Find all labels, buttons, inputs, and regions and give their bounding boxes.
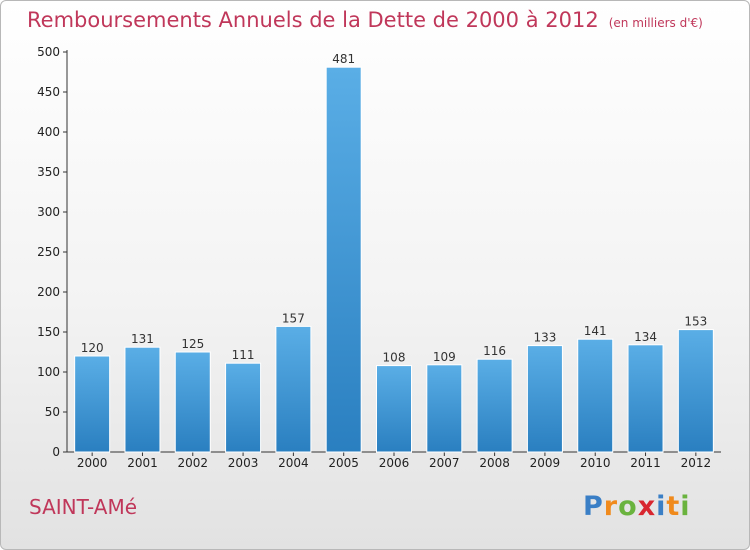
data-label: 134 (634, 330, 657, 344)
logo-letter: P (583, 491, 604, 522)
title-text: Remboursements Annuels de la Dette de 20… (27, 8, 599, 32)
data-label: 481 (332, 52, 355, 66)
y-tick-label: 300 (37, 205, 60, 219)
proxiti-logo: Proxiti (583, 491, 691, 522)
x-tick-label: 2007 (429, 456, 460, 470)
y-tick-label: 450 (37, 85, 60, 99)
axes: 0 50 100 150 200 250 300 350 400 450 500 2000 2001 20… (37, 45, 721, 470)
data-label: 157 (282, 311, 305, 325)
x-tick-label: 2006 (379, 456, 410, 470)
bar (225, 362, 262, 453)
data-label: 108 (383, 351, 406, 365)
data-label: 125 (181, 337, 204, 351)
y-tick-label: 0 (52, 445, 60, 459)
logo-letter: r (603, 491, 619, 522)
chart-title: Remboursements Annuels de la Dette de 20… (27, 8, 703, 32)
x-tick-label: 2002 (177, 456, 208, 470)
logo-letter: t (666, 491, 681, 522)
y-tick-label: 50 (45, 405, 60, 419)
x-tick-label: 2005 (328, 456, 359, 470)
x-tick-label: 2011 (630, 456, 661, 470)
y-tick-label: 500 (37, 45, 60, 59)
y-tick-label: 100 (37, 365, 60, 379)
bar (74, 355, 111, 453)
logo-letter: x (637, 491, 657, 522)
x-tick-label: 2004 (278, 456, 309, 470)
bar (174, 351, 211, 453)
y-tick-label: 400 (37, 125, 60, 139)
y-tick-label: 250 (37, 245, 60, 259)
bar (476, 358, 513, 453)
bar (526, 345, 563, 453)
data-label: 120 (81, 341, 104, 355)
x-tick-label: 2009 (530, 456, 561, 470)
data-label: 141 (584, 324, 607, 338)
x-tick-label: 2012 (681, 456, 712, 470)
commune-name: SAINT-AMé (29, 495, 138, 519)
x-tick-label: 2008 (479, 456, 510, 470)
logo-letter: i (656, 491, 667, 522)
bar (577, 338, 614, 453)
data-label: 153 (684, 315, 707, 329)
y-tick-label: 150 (37, 325, 60, 339)
y-tick-label: 350 (37, 165, 60, 179)
bars (74, 66, 714, 453)
x-tick-label: 2003 (228, 456, 259, 470)
x-tick-label: 2010 (580, 456, 611, 470)
bar (275, 325, 312, 453)
bar (325, 66, 362, 453)
logo-letter: i (680, 491, 691, 522)
value-labels: 120 131 125 111 157 481 108 109 116 133 141 134 153 (81, 52, 708, 364)
bar (426, 364, 463, 453)
bar (677, 329, 714, 453)
data-label: 133 (533, 331, 556, 345)
logo-letter: o (618, 491, 638, 522)
unit-note: (en milliers d'€) (608, 16, 703, 30)
data-label: 116 (483, 344, 506, 358)
bar (627, 344, 664, 453)
data-label: 131 (131, 332, 154, 346)
x-tick-label: 2001 (127, 456, 158, 470)
y-tick-label: 200 (37, 285, 60, 299)
bar (124, 346, 161, 453)
data-label: 109 (433, 350, 456, 364)
x-tick-label: 2000 (77, 456, 108, 470)
bar (376, 365, 412, 453)
data-label: 111 (232, 348, 255, 362)
